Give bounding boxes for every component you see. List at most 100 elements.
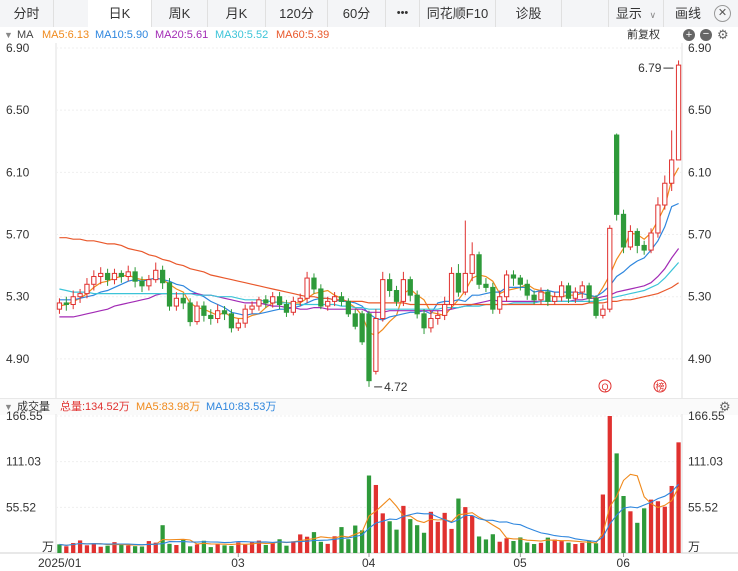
close-icon[interactable]: ✕ (714, 5, 731, 22)
candle-body (146, 279, 152, 287)
tab-daily-k[interactable]: 日K (88, 0, 152, 27)
candle-body (187, 302, 193, 323)
candle (538, 287, 544, 305)
candle (84, 278, 90, 299)
volume-bar (304, 536, 310, 553)
volume-bar (559, 541, 564, 553)
rank-badge-icon[interactable] (653, 379, 667, 393)
volume-bar (408, 519, 413, 553)
candle-body (242, 308, 248, 324)
collapse-arrow-icon[interactable]: ▼ (4, 402, 13, 412)
volume-tick-left: 111.03 (6, 455, 41, 469)
volume-bar (132, 546, 138, 553)
volume-bar (580, 542, 585, 553)
price-tick-left: 6.90 (6, 41, 30, 55)
candle (497, 290, 503, 314)
q-badge-icon[interactable] (598, 379, 612, 393)
gear-icon[interactable]: ⚙ (719, 399, 731, 414)
volume-bar (71, 543, 76, 553)
draw-line-button[interactable]: 画线 (674, 6, 701, 21)
candle-body (655, 204, 661, 234)
ma10-value: MA10:5.90 (95, 29, 149, 41)
candle-body (63, 302, 69, 306)
volume-bar (538, 542, 544, 553)
candle-body (263, 299, 269, 304)
volume-bar (676, 442, 681, 553)
candle (579, 281, 585, 299)
candle (614, 133, 620, 221)
candle-body (552, 296, 558, 302)
volume-bar (91, 543, 96, 553)
tab-f10[interactable]: 同花顺F10 (420, 0, 496, 27)
candle-body (572, 291, 579, 299)
volume-total: 总量:134.52万 (60, 401, 130, 413)
candle (627, 225, 634, 251)
date-axis-label: 06 (617, 556, 631, 570)
ma60-line (59, 237, 679, 306)
candle-body (669, 159, 675, 184)
tab-intraday[interactable]: 分时 (0, 0, 54, 27)
candle-body (662, 182, 668, 206)
volume-bar (84, 545, 90, 553)
candle-body (221, 310, 228, 315)
ma5-value: MA5:6.13 (42, 29, 90, 41)
price-tick-right: 5.70 (688, 228, 712, 242)
volume-bar (635, 522, 640, 553)
volume-bar (256, 540, 262, 553)
candle-body (208, 314, 214, 319)
volume-bar (277, 539, 282, 553)
tab-120min[interactable]: 120分 (266, 0, 328, 27)
candle (98, 267, 104, 285)
candle-body (166, 282, 173, 307)
collapse-arrow-icon[interactable]: ▼ (4, 30, 13, 40)
display-dropdown[interactable]: 显示 ∨ (608, 0, 664, 27)
tab-60min[interactable]: 60分 (328, 0, 386, 27)
candle-body (132, 271, 138, 282)
volume-bar (525, 542, 530, 553)
candle (276, 292, 283, 310)
candle-body (614, 134, 620, 215)
volume-bar (194, 544, 200, 553)
zoom-out-icon[interactable]: − (700, 29, 712, 41)
ma-label: MA (17, 29, 34, 41)
volume-bar (449, 528, 454, 553)
volume-bar (662, 506, 667, 553)
ma30-value: MA30:5.52 (215, 29, 269, 41)
volume-bar (64, 546, 69, 553)
candle (228, 309, 235, 333)
price-tick-right: 4.90 (688, 352, 712, 366)
candle-body (558, 285, 565, 298)
tab-monthly-k[interactable]: 月K (208, 0, 266, 27)
candle (476, 251, 482, 289)
adjust-mode-label: 前复权 (627, 29, 660, 41)
ma20-line (59, 248, 680, 318)
candle-body (414, 294, 420, 315)
candle-body (545, 291, 551, 302)
candle (366, 310, 372, 387)
volume-bar (249, 541, 255, 553)
candle-body (600, 308, 606, 316)
tab-weekly-k[interactable]: 周K (152, 0, 208, 27)
tab-diagnose[interactable]: 诊股 (496, 0, 562, 27)
volume-bar (607, 416, 612, 553)
candle-body (125, 271, 131, 278)
candle (442, 296, 448, 321)
candle-body (249, 305, 255, 310)
candle (331, 292, 338, 307)
candle-body (469, 254, 475, 274)
more-periods-button[interactable]: ••• (386, 0, 420, 27)
candle (517, 274, 523, 291)
candle-body (228, 313, 235, 329)
volume-bar (380, 513, 385, 553)
candle (572, 287, 579, 303)
candle-body (304, 277, 310, 299)
candle-body (270, 296, 276, 304)
volume-bar (119, 544, 124, 553)
price-tick-right: 6.50 (688, 103, 712, 117)
candle-body (675, 64, 682, 161)
gear-icon[interactable]: ⚙ (717, 27, 729, 42)
zoom-in-icon[interactable]: + (683, 29, 695, 41)
candle-body (490, 286, 496, 310)
volume-bar (201, 540, 207, 553)
